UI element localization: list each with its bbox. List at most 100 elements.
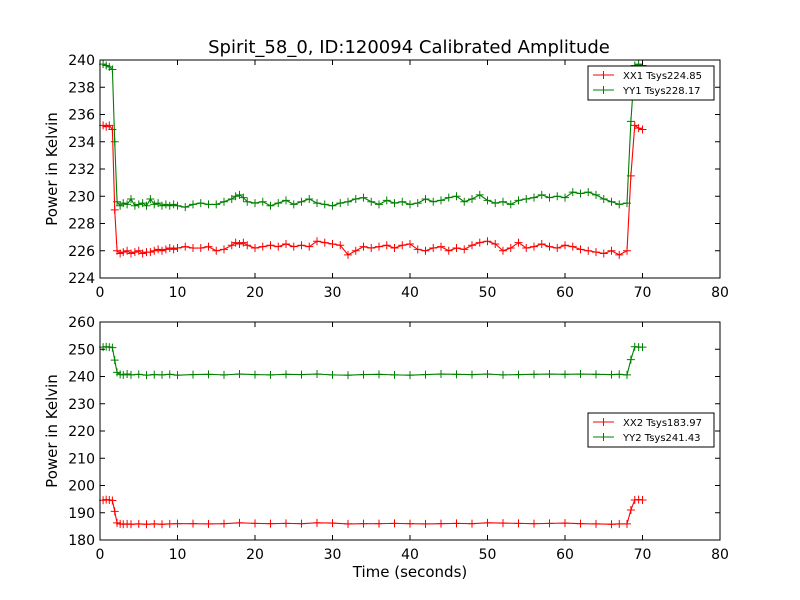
data-point xyxy=(382,196,391,205)
data-point xyxy=(615,370,624,379)
x-axis-label: Time (seconds) xyxy=(352,563,468,581)
data-point xyxy=(429,244,438,253)
data-point xyxy=(113,197,122,206)
data-point xyxy=(110,507,119,516)
data-point xyxy=(328,239,337,248)
data-point xyxy=(568,188,577,197)
data-point xyxy=(142,520,151,529)
data-point xyxy=(158,520,166,529)
y-tick-label: 220 xyxy=(68,424,95,440)
y-tick-label: 230 xyxy=(68,397,95,413)
series-yy1 xyxy=(99,60,647,212)
data-point xyxy=(220,370,228,379)
data-point xyxy=(359,370,368,379)
data-point xyxy=(189,519,197,528)
data-point xyxy=(537,190,546,199)
data-point xyxy=(212,200,221,209)
legend: XX2 Tsys183.97 YY2 Tsys241.43 xyxy=(587,412,715,448)
data-point xyxy=(196,244,205,253)
data-point xyxy=(189,244,197,253)
data-point xyxy=(274,199,283,208)
data-point xyxy=(530,370,538,379)
data-point xyxy=(351,194,360,203)
data-point xyxy=(375,242,383,251)
legend: XX1 Tsys224.85 YY1 Tsys228.17 xyxy=(587,65,715,101)
data-point xyxy=(615,250,624,259)
data-point xyxy=(483,370,492,379)
data-point xyxy=(251,519,259,528)
data-point xyxy=(297,519,306,528)
data-point xyxy=(607,370,616,379)
data-point xyxy=(499,197,507,206)
data-point xyxy=(514,370,523,379)
data-point xyxy=(204,370,213,379)
data-point xyxy=(452,519,461,528)
data-point xyxy=(623,199,631,208)
data-point xyxy=(142,201,151,210)
data-point xyxy=(406,200,414,209)
data-point xyxy=(452,244,461,253)
data-point xyxy=(530,242,538,251)
data-point xyxy=(220,197,228,206)
data-point xyxy=(336,199,345,208)
data-point xyxy=(123,200,132,209)
data-point xyxy=(506,244,515,253)
data-point xyxy=(592,370,600,379)
data-point xyxy=(134,519,143,528)
legend-marker xyxy=(599,71,608,79)
data-point xyxy=(623,519,631,528)
data-point xyxy=(328,370,337,379)
data-point xyxy=(119,370,128,379)
data-point xyxy=(344,197,352,206)
data-point xyxy=(545,193,554,202)
data-point xyxy=(204,242,213,251)
y-tick-label: 224 xyxy=(68,271,95,287)
y-tick-label: 240 xyxy=(68,53,95,69)
data-point xyxy=(390,199,399,208)
data-point xyxy=(359,193,368,202)
x-tick-label: 60 xyxy=(556,547,574,563)
data-point xyxy=(568,242,577,251)
y-tick-label: 250 xyxy=(68,342,95,358)
data-point xyxy=(146,248,155,257)
x-tick-label: 50 xyxy=(479,285,497,301)
data-point xyxy=(382,241,391,250)
data-point xyxy=(297,197,306,206)
data-point xyxy=(138,249,147,258)
data-point xyxy=(158,370,166,379)
y-tick-label: 234 xyxy=(68,135,95,151)
data-point xyxy=(522,244,531,253)
data-point xyxy=(110,205,119,214)
data-point xyxy=(483,518,492,527)
x-tick-label: 40 xyxy=(401,547,419,563)
series-line xyxy=(103,499,643,525)
legend-label: XX2 Tsys183.97 xyxy=(623,418,702,429)
data-point xyxy=(514,196,523,205)
series-xx2 xyxy=(99,495,647,529)
y-axis-label: Power in Kelvin xyxy=(43,374,61,488)
data-point xyxy=(530,193,538,202)
y-tick-label: 238 xyxy=(68,80,95,96)
y-tick-label: 228 xyxy=(68,217,95,233)
data-point xyxy=(468,194,476,203)
data-point xyxy=(328,201,337,210)
data-point xyxy=(243,197,252,206)
data-point xyxy=(638,125,647,134)
data-point xyxy=(344,250,352,259)
data-point xyxy=(305,242,314,251)
x-tick-label: 30 xyxy=(324,547,342,563)
data-point xyxy=(437,196,445,205)
data-point xyxy=(576,245,585,254)
data-point xyxy=(483,237,492,246)
y-tick-label: 232 xyxy=(68,162,95,178)
data-point xyxy=(165,201,174,210)
x-tick-label: 80 xyxy=(711,547,729,563)
data-point xyxy=(344,519,352,528)
data-point xyxy=(266,241,275,250)
data-point xyxy=(638,343,647,352)
data-point xyxy=(561,370,569,379)
data-point xyxy=(134,370,143,379)
y-tick-label: 210 xyxy=(68,451,95,467)
legend-label: YY1 Tsys228.17 xyxy=(622,86,701,97)
data-point xyxy=(475,190,484,199)
